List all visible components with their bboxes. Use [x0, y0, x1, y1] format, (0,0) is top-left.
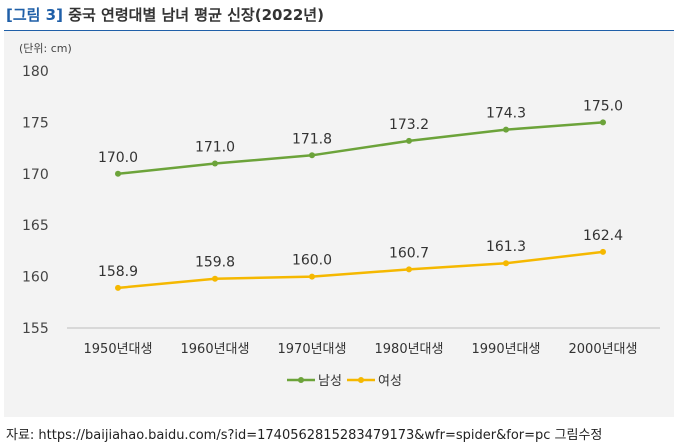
data-label: 162.4	[583, 228, 623, 244]
data-label: 160.7	[389, 245, 429, 261]
x-tick-label: 1980년대생	[375, 342, 444, 357]
data-label: 174.3	[486, 106, 526, 122]
data-label: 161.3	[486, 239, 526, 255]
data-point	[503, 126, 509, 133]
data-label: 175.0	[583, 98, 623, 114]
figure-title: [그림 3] 중국 연령대별 남녀 평균 신장(2022년)	[6, 4, 324, 25]
data-label: 171.8	[292, 131, 332, 147]
x-tick-label: 1990년대생	[472, 342, 541, 357]
y-tick-label: 160	[22, 270, 49, 286]
data-label: 159.8	[195, 255, 235, 271]
legend-label: 여성	[378, 374, 402, 389]
y-tick-label: 180	[22, 64, 49, 80]
data-label: 171.0	[195, 140, 235, 156]
line-chart: (단위: cm) 155 160 165 170 175 180 1950년대생 1960년대생…	[19, 42, 660, 389]
data-point	[115, 170, 121, 177]
data-point	[212, 160, 218, 167]
y-tick-label: 155	[22, 321, 49, 337]
legend-swatch-marker	[358, 377, 364, 383]
data-label: 158.9	[98, 264, 138, 280]
x-tick-label: 1970년대생	[278, 342, 347, 357]
x-tick-label: 1950년대생	[84, 342, 153, 357]
unit-label: (단위: cm)	[19, 42, 72, 55]
y-tick-label: 175	[22, 115, 49, 131]
data-label: 170.0	[98, 150, 138, 166]
y-tick-label: 165	[22, 218, 49, 234]
data-point	[600, 119, 606, 126]
series-line-male	[117, 121, 604, 176]
data-point	[309, 273, 315, 280]
data-point	[406, 137, 412, 144]
legend-swatch-marker	[298, 377, 304, 383]
data-label: 160.0	[292, 253, 332, 269]
title-divider	[4, 30, 674, 31]
chart-area: (단위: cm) 155 160 165 170 175 180 1950년대생 1960년대생…	[4, 31, 674, 417]
source-note: 자료: https://baijiahao.baidu.com/s?id=174…	[6, 428, 603, 443]
data-point	[503, 260, 509, 267]
x-tick-label: 2000년대생	[569, 342, 638, 357]
y-tick-label: 170	[22, 167, 49, 183]
data-point	[115, 284, 121, 291]
data-point	[406, 266, 412, 273]
data-point	[212, 275, 218, 282]
series-line-female	[117, 250, 604, 290]
data-point	[600, 248, 606, 255]
legend-label: 남성	[318, 374, 342, 389]
data-label: 173.2	[389, 117, 429, 133]
x-tick-label: 1960년대생	[181, 342, 250, 357]
figure-number: [그림 3]	[6, 6, 63, 24]
figure-title-text: 중국 연령대별 남녀 평균 신장(2022년)	[68, 6, 324, 24]
data-point	[309, 152, 315, 159]
